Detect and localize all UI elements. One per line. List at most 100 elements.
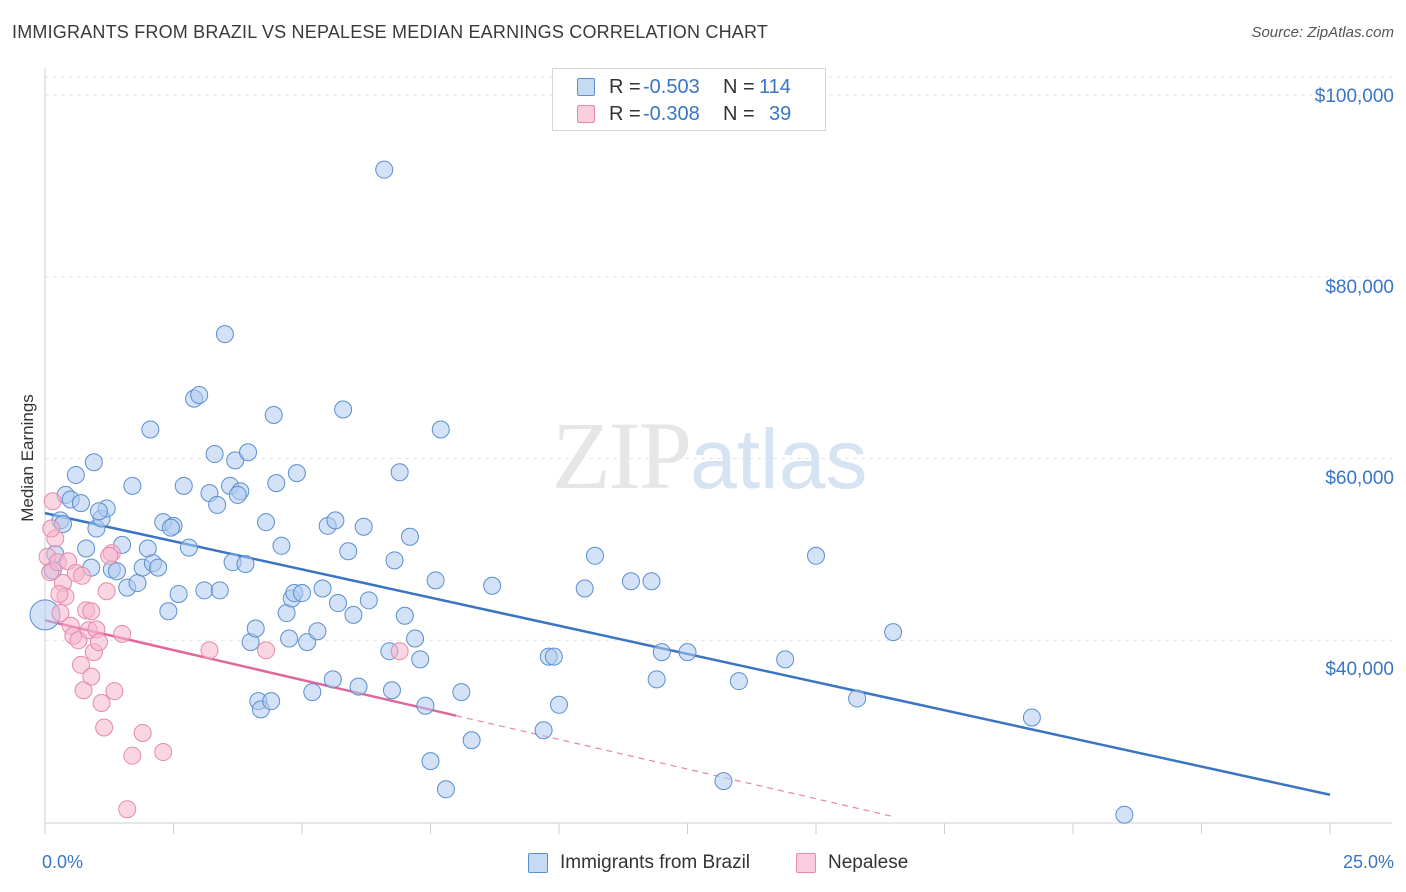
data-point-brazil <box>714 772 733 791</box>
data-point-nepalese <box>200 641 219 660</box>
data-point-nepalese <box>82 602 101 621</box>
legend-label: Immigrants from Brazil <box>560 852 751 873</box>
data-point-brazil <box>272 536 291 555</box>
data-point-brazil <box>807 546 825 565</box>
legend-row-nepalese: R = -0.308 N = 39 <box>577 102 809 126</box>
data-point-brazil <box>426 571 445 590</box>
data-point-brazil <box>169 584 188 603</box>
data-point-brazil <box>313 579 332 598</box>
data-point-brazil <box>179 538 198 557</box>
legend-label: Nepalese <box>828 852 909 873</box>
legend-swatch-blue <box>577 78 595 96</box>
data-point-brazil <box>390 463 409 482</box>
data-point-nepalese <box>51 604 70 623</box>
legend-n-value: 114 <box>759 75 791 98</box>
legend-swatch-blue <box>528 853 548 873</box>
data-point-brazil <box>550 695 568 714</box>
x-tick-label: 25.0% <box>1342 852 1394 872</box>
data-point-brazil <box>141 420 160 439</box>
data-point-brazil <box>257 513 276 532</box>
data-point-brazil <box>585 546 604 565</box>
data-point-nepalese <box>154 743 173 762</box>
data-point-brazil <box>652 643 671 662</box>
data-point-brazil <box>462 731 481 750</box>
legend-swatch-pink <box>577 105 595 123</box>
data-point-brazil <box>226 451 245 470</box>
legend-n-value: 39 <box>769 102 792 125</box>
data-point-brazil <box>1022 708 1041 727</box>
data-point-brazil <box>228 485 247 504</box>
series-brazil-points <box>29 160 1134 824</box>
data-point-brazil <box>174 476 193 495</box>
data-point-brazil <box>326 511 345 530</box>
y-tick-label: $60,000 <box>1325 468 1394 489</box>
series-nepalese-points <box>38 492 409 819</box>
data-point-brazil <box>729 672 748 691</box>
legend-row-brazil: R = -0.503 N = 114 <box>577 75 799 99</box>
data-point-nepalese <box>390 642 409 661</box>
data-point-brazil <box>128 574 147 593</box>
data-point-brazil <box>678 643 697 662</box>
legend-n-label: N = <box>723 75 755 98</box>
data-point-brazil <box>642 572 661 591</box>
data-point-brazil <box>354 517 373 536</box>
watermark-zip: ZIP <box>552 402 692 509</box>
data-point-brazil <box>215 325 234 344</box>
chart-title: IMMIGRANTS FROM BRAZIL VS NEPALESE MEDIA… <box>12 22 769 42</box>
data-point-brazil <box>159 602 178 621</box>
data-point-brazil <box>107 562 126 581</box>
data-point-brazil <box>323 670 342 689</box>
data-point-brazil <box>375 160 394 179</box>
data-point-brazil <box>236 554 255 573</box>
data-point-brazil <box>205 445 224 464</box>
data-point-nepalese <box>133 723 152 742</box>
data-point-nepalese <box>100 546 119 565</box>
data-point-brazil <box>647 670 666 689</box>
watermark: ZIPatlas <box>552 400 867 511</box>
data-point-nepalese <box>50 584 69 603</box>
legend-n-label: N = <box>723 102 755 125</box>
data-point-brazil <box>66 465 85 484</box>
data-point-brazil <box>848 689 867 708</box>
y-tick-label: $80,000 <box>1325 277 1394 298</box>
data-point-brazil <box>436 780 455 799</box>
data-point-brazil <box>264 405 283 424</box>
legend-item-nepalese: Nepalese <box>796 852 908 874</box>
source-label: Source: ZipAtlas.com <box>1251 24 1394 41</box>
data-point-brazil <box>395 606 414 625</box>
data-point-brazil <box>334 400 353 419</box>
data-point-nepalese <box>95 718 114 737</box>
data-point-brazil <box>308 622 327 641</box>
x-tick-label: 0.0% <box>42 852 84 872</box>
y-tick-label: $100,000 <box>1314 86 1394 107</box>
legend-r-value: -0.503 <box>643 75 700 98</box>
data-point-brazil <box>262 692 281 711</box>
data-point-brazil <box>339 542 358 561</box>
data-point-brazil <box>280 629 299 648</box>
data-point-brazil <box>161 518 180 537</box>
data-point-brazil <box>534 721 553 740</box>
data-point-brazil <box>452 683 471 702</box>
data-point-nepalese <box>73 566 92 585</box>
data-point-nepalese <box>113 624 132 643</box>
data-point-brazil <box>123 476 142 495</box>
data-point-brazil <box>344 605 363 624</box>
trend-line-nepalese-extension <box>456 715 894 818</box>
data-point-brazil <box>190 385 209 404</box>
data-point-brazil <box>575 579 594 598</box>
data-point-brazil <box>71 494 90 513</box>
data-point-brazil <box>431 420 450 439</box>
data-point-brazil <box>411 650 430 669</box>
data-point-brazil <box>84 453 103 472</box>
data-point-brazil <box>776 650 795 669</box>
data-point-brazil <box>416 696 435 715</box>
data-point-brazil <box>382 681 401 700</box>
data-point-brazil <box>77 539 96 558</box>
data-point-brazil <box>246 619 265 638</box>
y-tick-label: $40,000 <box>1325 659 1394 680</box>
data-point-brazil <box>195 581 214 600</box>
legend-swatch-pink <box>796 853 816 873</box>
data-point-nepalese <box>257 641 276 660</box>
legend-r-label: R = <box>609 75 641 98</box>
